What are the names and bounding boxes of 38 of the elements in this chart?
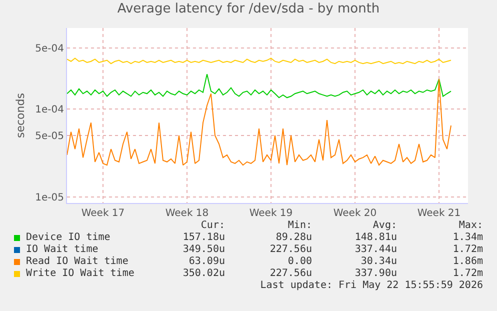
text: Cur: (200, 220, 225, 232)
text: 0.00 (288, 256, 312, 268)
text: 1.72m (452, 268, 483, 280)
line-series (67, 74, 452, 98)
text: 337.90u (354, 268, 397, 280)
text: 227.56u (270, 268, 312, 280)
chart-title: Average latency for /dev/sda - by month (117, 1, 380, 16)
text: 157.18u (182, 232, 225, 244)
text: 349.50u (182, 244, 225, 256)
x-tick-label: Week 21 (417, 208, 461, 219)
text: 350.02u (182, 268, 225, 280)
y-tick-label: 1e-04 (35, 104, 64, 116)
x-tick-label: Week 19 (249, 208, 293, 219)
y-axis-title: seconds (14, 92, 27, 138)
text: 89.28u (276, 232, 312, 244)
x-tick-label: Week 17 (81, 208, 125, 219)
legend-label: Write IO Wait time (26, 268, 134, 280)
legend-label: IO Wait time (26, 244, 98, 256)
text: Avg: (372, 220, 397, 232)
text: Min: (288, 220, 312, 232)
text: 337.44u (354, 244, 397, 256)
legend-label: Device IO time (26, 232, 110, 244)
y-tick-label: 1e-05 (35, 192, 64, 204)
text: 1.86m (452, 256, 483, 268)
line-series (67, 78, 452, 166)
text: 1.72m (452, 244, 483, 256)
text: 227.56u (270, 244, 312, 256)
x-tick-label: Week 20 (333, 208, 377, 219)
y-tick-label: 5e-05 (35, 130, 64, 142)
text: 1.34m (452, 232, 483, 244)
x-tick-label: Week 18 (165, 208, 209, 219)
text: 63.09u (188, 256, 225, 268)
text: 30.34u (360, 256, 397, 268)
legend-label: Read IO Wait time (26, 256, 128, 268)
text: Max: (458, 220, 483, 232)
y-tick-label: 5e-04 (35, 43, 64, 54)
text: Last update: Fri May 22 15:55:59 2026 (260, 280, 483, 292)
text: 148.81u (354, 232, 397, 244)
